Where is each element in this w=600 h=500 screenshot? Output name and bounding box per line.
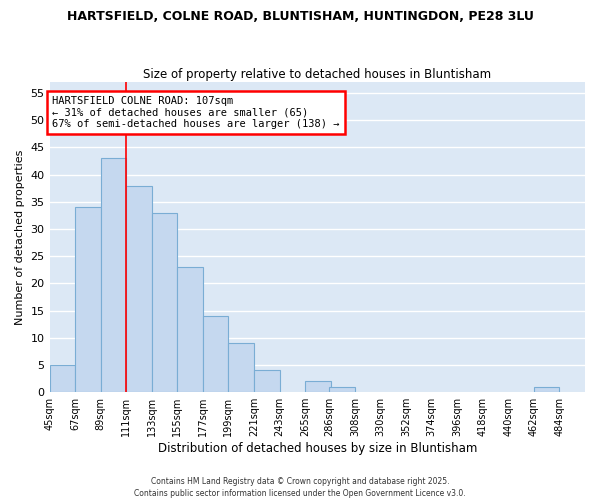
Bar [152, 212, 178, 392]
Bar [178, 267, 203, 392]
Bar [101, 158, 126, 392]
Text: HARTSFIELD, COLNE ROAD, BLUNTISHAM, HUNTINGDON, PE28 3LU: HARTSFIELD, COLNE ROAD, BLUNTISHAM, HUNT… [67, 10, 533, 23]
Bar [254, 370, 280, 392]
Text: HARTSFIELD COLNE ROAD: 107sqm
← 31% of detached houses are smaller (65)
67% of s: HARTSFIELD COLNE ROAD: 107sqm ← 31% of d… [52, 96, 340, 129]
Bar [229, 344, 254, 392]
Bar [305, 382, 331, 392]
Bar [329, 387, 355, 392]
Text: Contains HM Land Registry data © Crown copyright and database right 2025.
Contai: Contains HM Land Registry data © Crown c… [134, 476, 466, 498]
Bar [203, 316, 229, 392]
Title: Size of property relative to detached houses in Bluntisham: Size of property relative to detached ho… [143, 68, 491, 81]
Bar [126, 186, 152, 392]
Bar [534, 387, 559, 392]
Y-axis label: Number of detached properties: Number of detached properties [15, 150, 25, 325]
Bar [50, 365, 75, 392]
X-axis label: Distribution of detached houses by size in Bluntisham: Distribution of detached houses by size … [158, 442, 477, 455]
Bar [75, 208, 101, 392]
